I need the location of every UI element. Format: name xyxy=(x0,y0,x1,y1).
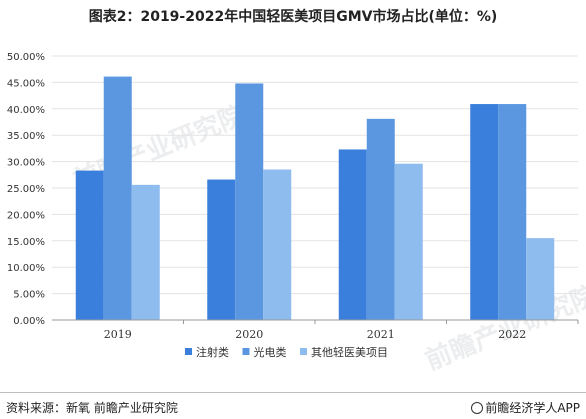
y-tick-label: 30.00% xyxy=(7,158,45,169)
bar-2021-0 xyxy=(338,149,367,320)
bar-2022-0 xyxy=(470,104,499,320)
y-tick-label: 5.00% xyxy=(13,290,45,301)
y-tick-label: 50.00% xyxy=(7,52,45,63)
legend-label: 注射类 xyxy=(196,345,229,359)
legend-swatch xyxy=(185,348,192,355)
bar-2022-2 xyxy=(526,238,555,320)
y-tick-label: 40.00% xyxy=(7,105,45,116)
legend: 注射类 光电类 其他轻医美项目 xyxy=(185,345,388,359)
bar-2020-0 xyxy=(207,179,236,320)
bars-layer xyxy=(75,76,555,321)
bar-2019-2 xyxy=(131,184,160,320)
y-tick-label: 15.00% xyxy=(7,237,45,248)
bar-2019-0 xyxy=(75,170,104,320)
bar-2019-1 xyxy=(103,76,132,320)
y-tick-label: 0.00% xyxy=(13,316,45,327)
brand-text: 前瞻经济学人APP xyxy=(485,401,580,415)
y-tick-label: 35.00% xyxy=(7,131,45,142)
footer: 资料来源：新氧 前瞻产业研究院 前瞻经济学人APP xyxy=(0,392,586,419)
legend-swatch xyxy=(242,348,250,355)
legend-label: 其他轻医美项目 xyxy=(311,345,388,359)
bar-2020-2 xyxy=(263,169,292,320)
x-tick-label: 2022 xyxy=(498,328,526,341)
y-tick-label: 25.00% xyxy=(7,184,45,195)
brand-label: 前瞻经济学人APP xyxy=(471,399,580,416)
bar-2020-1 xyxy=(235,83,264,321)
bar-2021-1 xyxy=(366,118,395,320)
x-tick-label: 2021 xyxy=(367,328,395,341)
legend-label: 光电类 xyxy=(254,345,287,359)
axis-layer: 0.00% 5.00% 10.00% 15.00% 20.00% 25.00% 30.00%… xyxy=(7,52,579,341)
legend-swatch xyxy=(300,348,307,355)
bar-2021-2 xyxy=(394,163,423,320)
y-tick-label: 10.00% xyxy=(7,263,45,274)
x-tick-label: 2020 xyxy=(235,328,263,341)
source-note: 资料来源：新氧 前瞻产业研究院 xyxy=(6,401,178,415)
y-tick-label: 45.00% xyxy=(7,78,45,89)
brand-logo-icon xyxy=(471,402,484,414)
x-tick-label: 2019 xyxy=(104,328,132,341)
chart-title: 图表2：2019-2022年中国轻医美项目GMV市场占比(单位：%) xyxy=(88,9,498,25)
y-tick-label: 20.00% xyxy=(7,210,45,221)
bar-2022-1 xyxy=(498,104,527,320)
